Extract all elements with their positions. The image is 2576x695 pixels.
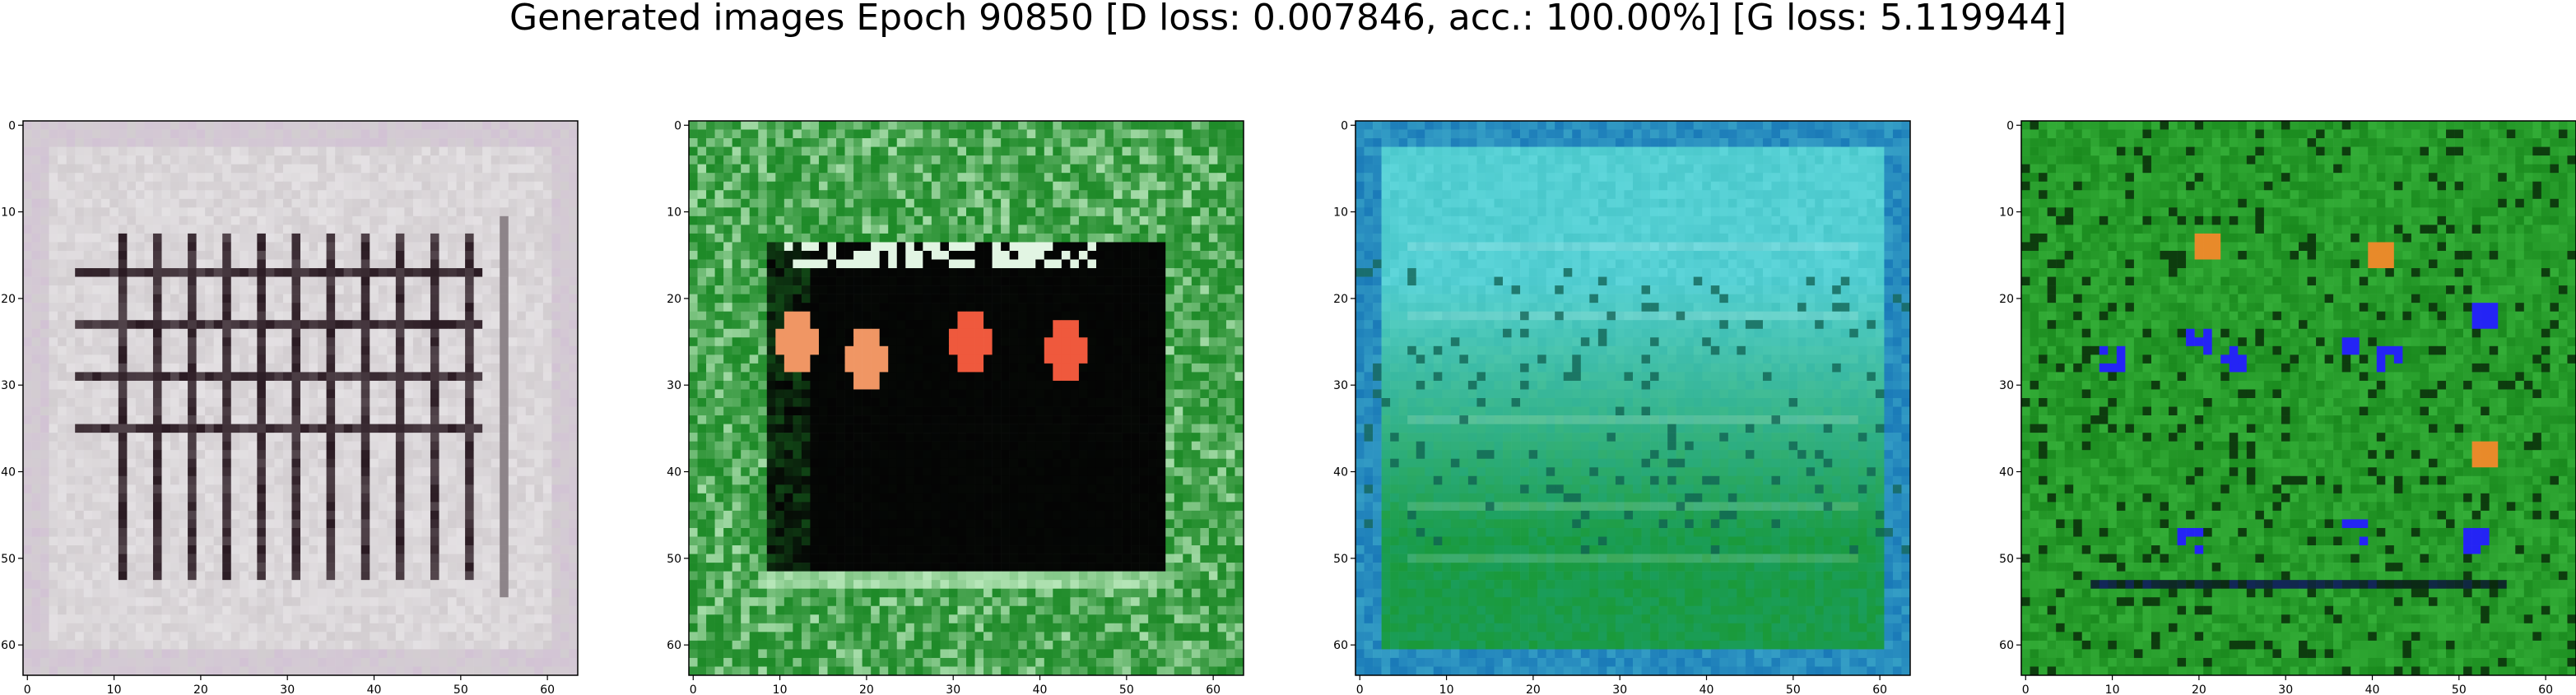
- x-tick-label-3-6: 60: [1872, 683, 1887, 695]
- x-tick-label-1-2: 20: [193, 683, 208, 695]
- y-tick-label-3-2: 20: [1333, 293, 1348, 306]
- figure-title: Generated images Epoch 90850 [D loss: 0.…: [509, 0, 2067, 39]
- x-tick-label-2-5: 50: [1119, 683, 1134, 695]
- image-4-frame: [2020, 120, 2576, 676]
- x-tick-label-2-4: 40: [1033, 683, 1048, 695]
- x-tick-label-3-1: 10: [1439, 683, 1454, 695]
- x-tick-label-2-0: 0: [690, 683, 697, 695]
- y-tick-label-4-4: 40: [1999, 466, 2014, 480]
- image-1-frame: [22, 120, 579, 676]
- y-tick-label-4-2: 20: [1999, 293, 2014, 306]
- y-tick-label-4-6: 60: [1999, 639, 2014, 652]
- y-tick-label-2-2: 20: [667, 293, 681, 306]
- y-tick-label-1-0: 0: [8, 119, 16, 132]
- y-tick-label-4-5: 50: [1999, 553, 2014, 566]
- x-tick-label-4-5: 50: [2452, 683, 2467, 695]
- y-tick-label-3-5: 50: [1333, 553, 1348, 566]
- x-tick-label-1-0: 0: [24, 683, 31, 695]
- generated-image-2: [689, 121, 1244, 676]
- y-tick-label-4-1: 10: [1999, 206, 2014, 220]
- y-tick-label-1-4: 40: [1, 466, 16, 480]
- y-tick-label-1-5: 50: [1, 553, 16, 566]
- y-tick-label-2-4: 40: [667, 466, 681, 480]
- generated-image-1: [23, 121, 579, 676]
- y-tick-label-3-1: 10: [1333, 206, 1348, 220]
- y-tick-label-1-2: 20: [1, 293, 16, 306]
- x-tick-label-2-1: 10: [773, 683, 788, 695]
- image-3-frame: [1355, 120, 1911, 676]
- x-tick-label-2-6: 60: [1206, 683, 1221, 695]
- y-tick-label-2-5: 50: [667, 553, 681, 566]
- x-tick-label-4-1: 10: [2105, 683, 2120, 695]
- x-tick-label-2-2: 20: [859, 683, 874, 695]
- generated-image-4: [2021, 121, 2576, 676]
- x-tick-label-4-3: 30: [2278, 683, 2293, 695]
- image-2-frame: [688, 120, 1244, 676]
- y-tick-label-2-0: 0: [674, 119, 681, 132]
- y-tick-label-4-0: 0: [2006, 119, 2014, 132]
- y-tick-label-2-1: 10: [667, 206, 681, 220]
- x-tick-label-3-2: 20: [1526, 683, 1541, 695]
- x-tick-label-4-4: 40: [2365, 683, 2380, 695]
- x-tick-label-1-3: 30: [280, 683, 295, 695]
- x-tick-label-4-6: 60: [2538, 683, 2553, 695]
- generated-image-3: [1355, 121, 1911, 676]
- x-tick-label-3-4: 40: [1700, 683, 1714, 695]
- y-tick-label-4-3: 30: [1999, 379, 2014, 392]
- y-tick-label-3-4: 40: [1333, 466, 1348, 480]
- x-tick-label-3-5: 50: [1786, 683, 1801, 695]
- y-tick-label-3-3: 30: [1333, 379, 1348, 392]
- y-tick-label-2-3: 30: [667, 379, 681, 392]
- y-tick-label-3-0: 0: [1341, 119, 1348, 132]
- y-tick-label-2-6: 60: [667, 639, 681, 652]
- y-tick-label-1-6: 60: [1, 639, 16, 652]
- x-tick-label-2-3: 30: [946, 683, 960, 695]
- x-tick-label-1-4: 40: [367, 683, 382, 695]
- x-tick-label-1-5: 50: [453, 683, 468, 695]
- x-tick-label-4-2: 20: [2192, 683, 2206, 695]
- x-tick-label-1-1: 10: [107, 683, 122, 695]
- x-tick-label-1-6: 60: [540, 683, 555, 695]
- y-tick-label-1-1: 10: [1, 206, 16, 220]
- y-tick-label-1-3: 30: [1, 379, 16, 392]
- x-tick-label-3-0: 0: [1356, 683, 1364, 695]
- y-tick-label-3-6: 60: [1333, 639, 1348, 652]
- x-tick-label-3-3: 30: [1612, 683, 1627, 695]
- x-tick-label-4-0: 0: [2022, 683, 2030, 695]
